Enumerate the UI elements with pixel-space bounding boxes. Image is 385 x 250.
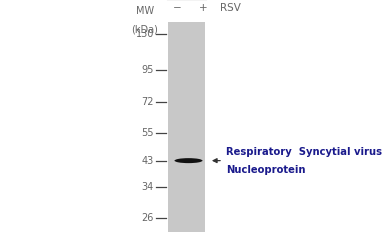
Text: MW: MW [136, 6, 154, 16]
Text: 43: 43 [142, 156, 154, 166]
Text: (kDa): (kDa) [132, 24, 159, 34]
Text: RSV: RSV [220, 3, 241, 13]
Text: Nucleoprotein: Nucleoprotein [226, 165, 306, 175]
Text: 26: 26 [142, 213, 154, 223]
Text: 55: 55 [142, 128, 154, 138]
Ellipse shape [174, 158, 203, 163]
Text: +: + [199, 3, 207, 13]
Bar [168, 22, 205, 232]
Text: −: − [172, 3, 181, 13]
Text: 34: 34 [142, 182, 154, 192]
Text: 95: 95 [142, 65, 154, 75]
Text: 130: 130 [136, 30, 154, 40]
Text: 72: 72 [142, 97, 154, 107]
Text: Respiratory  Syncytial virus: Respiratory Syncytial virus [226, 147, 382, 157]
